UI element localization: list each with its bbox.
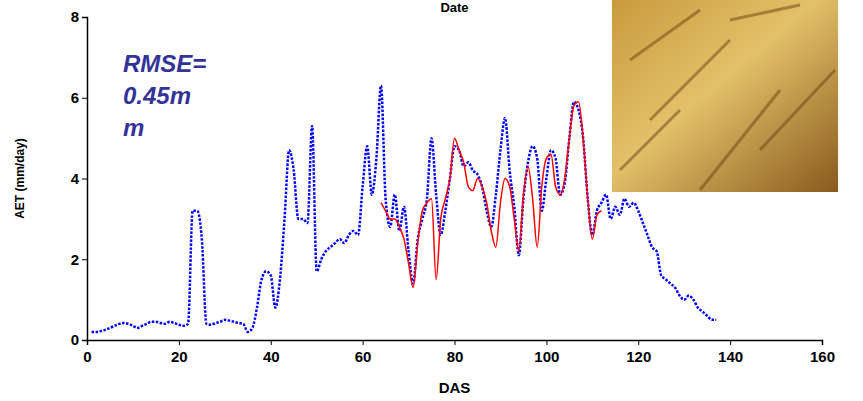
x-tick-mark (638, 340, 639, 345)
photo-detail (760, 70, 835, 150)
annotation: RMSE= 0.45m m (123, 50, 206, 141)
x-tick-mark (271, 340, 272, 345)
x-tick-label: 80 (447, 348, 464, 365)
y-tick-mark (82, 98, 87, 99)
x-tick-label: 40 (263, 348, 280, 365)
y-tick-mark (82, 179, 87, 180)
x-tick-label: 0 (83, 348, 91, 365)
annotation-line: RMSE= (123, 50, 206, 77)
y-axis: 0 2 4 6 8 (71, 8, 88, 348)
photo-detail (630, 10, 700, 60)
x-tick-mark (455, 340, 456, 345)
x-tick: 160 (810, 340, 835, 365)
x-axis: 0 20 40 60 80 100 120 140 160 (83, 340, 835, 365)
annotation-line: 0.45m (123, 82, 191, 109)
photo (612, 0, 838, 192)
y-tick-label: 2 (71, 251, 79, 268)
annotation-line: m (123, 114, 144, 141)
y-tick-mark (82, 259, 87, 260)
chart: 0 20 40 60 80 100 120 140 160 0 2 4 6 8 Date DAS AET (mm… (0, 0, 863, 401)
x-tick-label: 140 (718, 348, 743, 365)
photo-detail (650, 40, 730, 120)
x-tick: 60 (355, 340, 372, 365)
x-axis-line (88, 341, 823, 346)
x-tick: 100 (534, 340, 559, 365)
title: Date (440, 0, 468, 15)
x-tick-mark (363, 340, 364, 345)
x-tick-mark (730, 340, 731, 345)
y-tick: 0 (71, 331, 87, 348)
x-tick: 0 (83, 340, 91, 365)
x-tick-mark (179, 340, 180, 345)
y-axis-title: AET (mm/day) (13, 138, 27, 219)
y-tick-mark (82, 17, 87, 18)
photo-detail (620, 110, 680, 170)
y-tick-label: 4 (71, 170, 80, 187)
x-tick-label: 160 (810, 348, 835, 365)
x-tick: 20 (171, 340, 188, 365)
x-tick-label: 100 (534, 348, 559, 365)
x-tick-label: 20 (171, 348, 188, 365)
photo-inset (612, 0, 838, 192)
y-axis-line (82, 18, 88, 341)
x-tick-mark (546, 340, 547, 345)
y-tick-label: 0 (71, 331, 79, 348)
x-tick: 40 (263, 340, 280, 365)
x-tick: 140 (718, 340, 743, 365)
x-tick-label: 120 (626, 348, 651, 365)
y-tick: 8 (71, 8, 87, 25)
photo-detail (730, 5, 800, 20)
x-tick: 80 (447, 340, 464, 365)
x-axis-title: DAS (439, 379, 471, 396)
x-tick-mark (822, 340, 823, 345)
x-tick: 120 (626, 340, 651, 365)
x-tick-label: 60 (355, 348, 372, 365)
y-tick-label: 6 (71, 89, 79, 106)
y-tick-mark (82, 340, 87, 341)
y-tick: 6 (71, 89, 87, 106)
series-line (381, 102, 602, 288)
y-tick-label: 8 (71, 8, 79, 25)
y-tick: 4 (71, 170, 87, 187)
y-tick: 2 (71, 251, 87, 268)
